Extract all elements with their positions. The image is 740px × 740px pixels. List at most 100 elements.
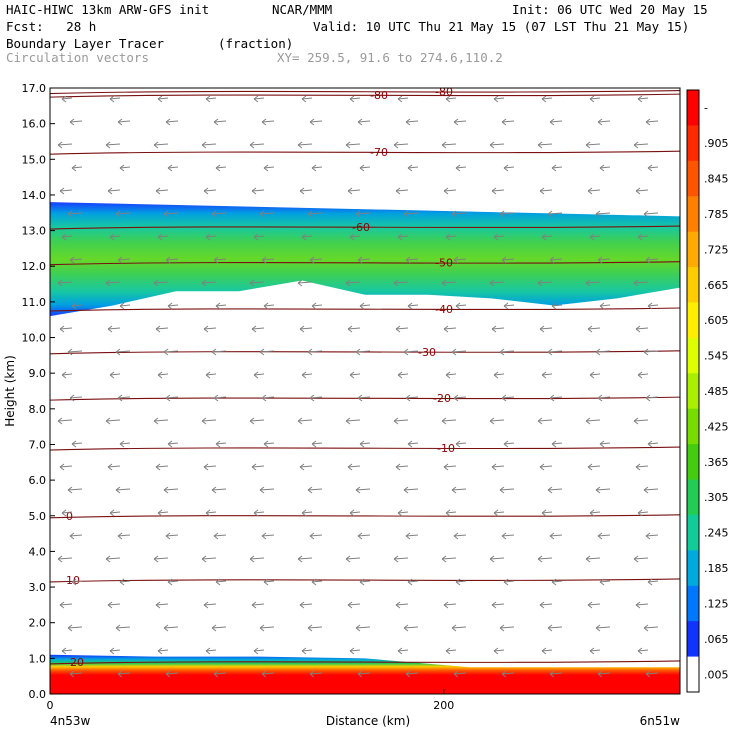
vector-shaft	[259, 626, 275, 629]
vector-arrow	[249, 555, 265, 563]
vector-shaft	[311, 166, 323, 169]
vector-arrow	[499, 348, 515, 356]
vector-arrow	[541, 509, 553, 517]
vector-arrow	[251, 463, 265, 471]
vector-arrow	[647, 164, 659, 172]
vector-arrow	[587, 463, 601, 471]
vector-shaft	[647, 580, 659, 583]
vector-head	[589, 647, 595, 655]
y-tick-label: 13.0	[22, 225, 47, 238]
vector-arrow	[405, 670, 419, 678]
vector-shaft	[157, 373, 169, 376]
colorbar-swatch	[687, 302, 699, 339]
temperature-contours: -80 -70 -60 -50 -40 -30 -20 -10 0 10 20 -80	[50, 88, 680, 669]
vector-head	[347, 325, 353, 333]
vector-arrow	[311, 302, 323, 310]
vector-head	[541, 371, 547, 379]
vector-head	[393, 417, 399, 425]
vector-shaft	[587, 189, 601, 192]
vector-arrow	[589, 509, 601, 517]
colorbar-swatch	[687, 373, 699, 410]
vector-arrow	[345, 141, 361, 149]
vector-shaft	[59, 603, 73, 606]
vector-head	[643, 348, 649, 356]
vector-head	[637, 95, 643, 103]
vector-shaft	[249, 143, 265, 146]
vector-arrow	[69, 118, 83, 126]
vector-arrow	[109, 371, 121, 379]
vector-head	[493, 95, 499, 103]
vector-head	[299, 187, 305, 195]
vector-head	[261, 118, 267, 126]
vector-arrow	[547, 624, 563, 632]
vector-head	[115, 210, 121, 218]
vector-head	[537, 141, 543, 149]
vector-arrow	[59, 187, 73, 195]
vector-shaft	[395, 465, 409, 468]
vector-shaft	[263, 442, 275, 445]
vector-shaft	[589, 373, 601, 376]
vector-shaft	[551, 304, 563, 307]
y-tick-label: 4.0	[29, 545, 47, 558]
vector-head	[109, 647, 115, 655]
vector-arrow	[549, 532, 563, 540]
vector-head	[61, 647, 67, 655]
vector-arrow	[201, 141, 217, 149]
vector-shaft	[215, 166, 227, 169]
vector-shaft	[443, 603, 457, 606]
vector-head	[493, 371, 499, 379]
vector-head	[647, 302, 653, 310]
vector-shaft	[115, 488, 131, 491]
vector-arrow	[405, 118, 419, 126]
x-right-endpoint: 6n51w	[640, 714, 681, 728]
vector-head	[213, 394, 219, 402]
vector-arrow	[205, 95, 217, 103]
colorbar-swatch	[687, 231, 699, 268]
vector-shaft	[61, 649, 73, 652]
vector-head	[489, 417, 495, 425]
vector-head	[263, 302, 269, 310]
vector-head	[347, 601, 353, 609]
vector-arrow	[109, 647, 121, 655]
vector-head	[165, 670, 171, 678]
vector-shaft	[157, 97, 169, 100]
vector-head	[405, 670, 411, 678]
vector-head	[205, 371, 211, 379]
vector-shaft	[503, 166, 515, 169]
vector-shaft	[489, 557, 505, 560]
vector-arrow	[633, 555, 649, 563]
vector-arrow	[167, 440, 179, 448]
vector-arrow	[489, 555, 505, 563]
vector-shaft	[261, 120, 275, 123]
vector-head	[455, 164, 461, 172]
vector-arrow	[645, 532, 659, 540]
vector-arrow	[541, 647, 553, 655]
vector-head	[359, 302, 365, 310]
vector-arrow	[589, 371, 601, 379]
vector-arrow	[203, 601, 217, 609]
vector-arrow	[201, 279, 217, 287]
vector-shaft	[117, 258, 131, 261]
vector-shaft	[299, 465, 313, 468]
vector-shaft	[157, 235, 169, 238]
vector-arrow	[167, 578, 179, 586]
vector-shaft	[69, 258, 83, 261]
vector-head	[347, 187, 353, 195]
vector-head	[393, 279, 399, 287]
vector-arrow	[109, 95, 121, 103]
vector-shaft	[117, 396, 131, 399]
vector-head	[155, 601, 161, 609]
vector-head	[155, 325, 161, 333]
vector-arrow	[165, 394, 179, 402]
vector-arrow	[647, 302, 659, 310]
vector-head	[355, 486, 361, 494]
y-tick-label: 9.0	[29, 367, 47, 380]
vector-shaft	[539, 603, 553, 606]
vector-shaft	[551, 580, 563, 583]
vector-head	[263, 440, 269, 448]
vector-head	[57, 417, 63, 425]
vector-shaft	[635, 603, 649, 606]
vector-head	[253, 233, 259, 241]
vector-shaft	[153, 281, 169, 284]
vector-arrow	[407, 578, 419, 586]
